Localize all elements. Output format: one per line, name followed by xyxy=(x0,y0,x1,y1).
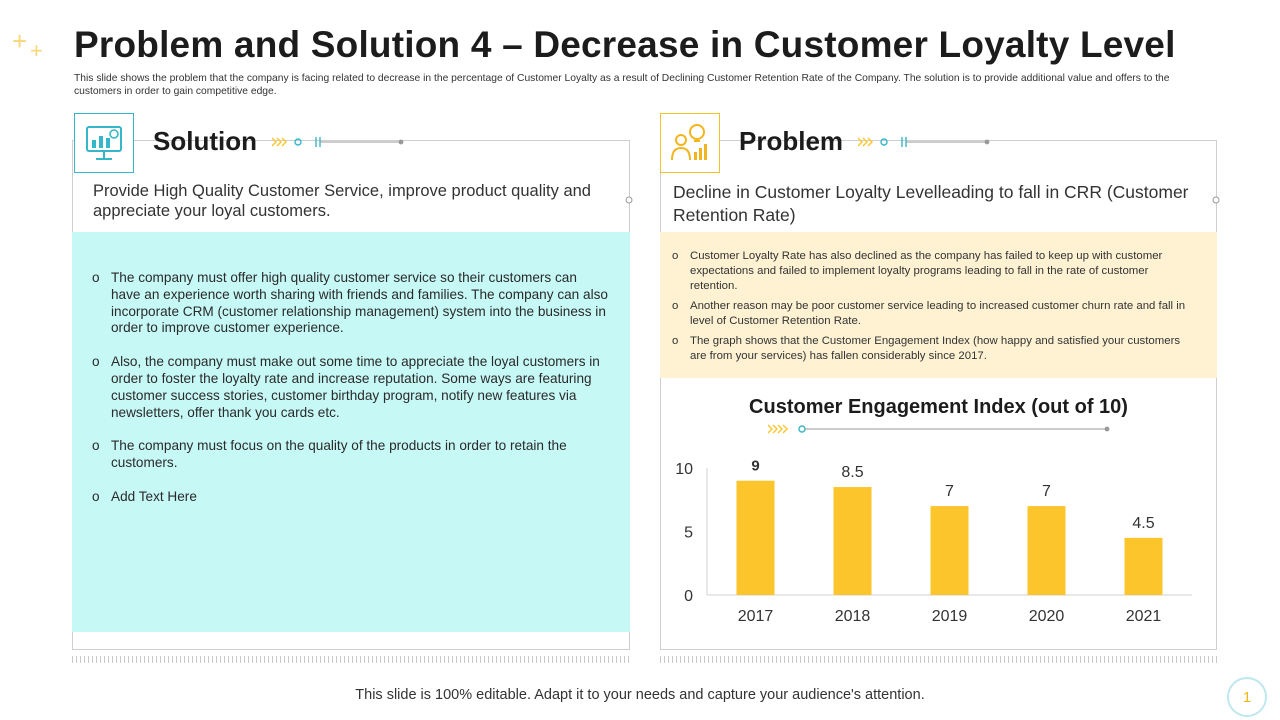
list-item: o The company must offer high quality cus… xyxy=(92,270,610,337)
y-tick-label: 5 xyxy=(684,525,693,542)
bar-2019 xyxy=(930,506,969,595)
heading-arrow-decoration xyxy=(858,137,990,147)
solution-bullet-text: Add Text Here xyxy=(111,488,197,504)
x-tick-label: 2020 xyxy=(1029,608,1065,625)
chart-title: Customer Engagement Index (out of 10) xyxy=(749,396,1128,418)
corner-dot-decoration xyxy=(1212,196,1220,204)
x-tick-label: 2018 xyxy=(835,608,871,625)
hatch-divider xyxy=(660,656,1217,663)
monitor-chart-icon xyxy=(86,126,122,160)
solution-bullet-text: Also, the company must make out some tim… xyxy=(111,354,600,420)
list-item: o Also, the company must make out some ti… xyxy=(92,354,610,421)
bullet-marker: o xyxy=(92,354,100,370)
data-label: 7 xyxy=(1042,483,1051,500)
x-tick-label: 2021 xyxy=(1126,608,1162,625)
solution-icon-box xyxy=(74,113,134,173)
problem-icon-box xyxy=(660,113,720,173)
bar-2021 xyxy=(1124,537,1163,595)
list-item: o Customer Loyalty Rate has also declined… xyxy=(672,249,1197,294)
person-idea-chart-icon xyxy=(671,124,707,161)
slide-subtitle: This slide shows the problem that the co… xyxy=(74,73,1170,97)
solution-bullet-text: The company must offer high quality cust… xyxy=(111,270,608,336)
problem-intro: Decline in Customer Loyalty Levelleading… xyxy=(673,182,1189,225)
bullet-marker: o xyxy=(92,488,100,504)
solution-intro: Provide High Quality Customer Service, i… xyxy=(93,182,591,220)
hatch-divider xyxy=(72,656,630,663)
x-tick-label: 2017 xyxy=(738,608,774,625)
solution-bullet-text: The company must focus on the quality of… xyxy=(111,438,567,471)
page-number: 1 xyxy=(1227,677,1267,717)
engagement-bar-chart: 0 5 10 9 2017 8.5 2018 7 2019 7 2020 4.5 2021 xyxy=(675,458,1192,625)
slide-title: Problem and Solution 4 – Decrease in Cus… xyxy=(74,24,1176,65)
data-label: 9 xyxy=(751,458,759,475)
x-tick-label: 2019 xyxy=(932,608,968,625)
sparkle-decoration-icon: + xyxy=(30,38,43,63)
problem-bullet-text: Another reason may be poor customer serv… xyxy=(690,300,1186,327)
problem-bullet-text: Customer Loyalty Rate has also declined … xyxy=(690,250,1163,292)
corner-dot-decoration xyxy=(625,196,633,204)
list-item: o The graph shows that the Customer Engag… xyxy=(672,334,1197,364)
bar-2020 xyxy=(1027,506,1066,595)
data-label: 7 xyxy=(945,483,954,500)
bullet-marker: o xyxy=(92,438,100,454)
data-label: 4.5 xyxy=(1132,515,1154,532)
bullet-marker: o xyxy=(92,270,100,285)
list-item: o Add Text Here xyxy=(92,489,610,506)
bar-2017 xyxy=(736,480,775,595)
problem-heading: Problem xyxy=(739,126,844,156)
heading-arrow-decoration xyxy=(272,137,404,147)
slide-footer: This slide is 100% editable. Adapt it to… xyxy=(355,687,925,703)
data-label: 8.5 xyxy=(841,464,863,481)
y-tick-label: 10 xyxy=(675,461,693,478)
chart-title-decoration xyxy=(768,424,1110,434)
solution-heading: Solution xyxy=(153,126,257,156)
list-item: o Another reason may be poor customer ser… xyxy=(672,299,1197,329)
solution-bullets-box: o The company must offer high quality cus… xyxy=(72,232,630,632)
y-tick-label: 0 xyxy=(684,588,693,605)
bar-2018 xyxy=(833,487,872,595)
bullet-marker: o xyxy=(672,250,679,262)
bullet-marker: o xyxy=(672,335,679,347)
sparkle-decoration-icon: + xyxy=(12,26,28,56)
problem-bullet-text: The graph shows that the Customer Engage… xyxy=(690,335,1181,362)
list-item: o The company must focus on the quality o… xyxy=(92,438,610,472)
bullet-marker: o xyxy=(672,300,679,312)
problem-bullets-box: o Customer Loyalty Rate has also declined… xyxy=(660,232,1217,378)
